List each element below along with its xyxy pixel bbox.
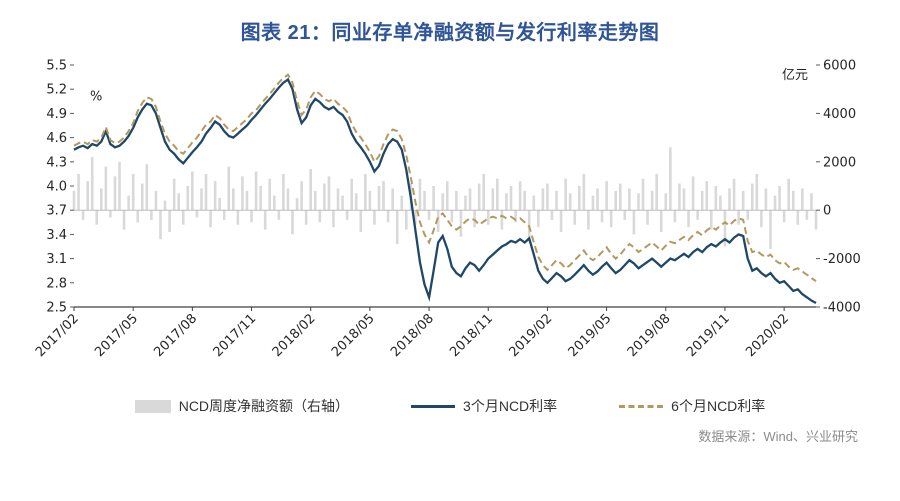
svg-text:2017/08: 2017/08 xyxy=(151,311,200,360)
svg-text:2017/02: 2017/02 xyxy=(33,311,82,360)
solid-line-swatch-icon xyxy=(411,404,456,408)
legend-item-3m-rate: 3个月NCD利率 xyxy=(411,396,557,416)
dashed-line-swatch-icon xyxy=(619,404,664,408)
y-axis-right: 6000 4000 2000 0 -2000 -4000 xyxy=(816,59,861,316)
legend-item-net-financing: NCD周度净融资额（右轴） xyxy=(134,396,350,416)
svg-text:3.7: 3.7 xyxy=(46,204,67,219)
svg-text:2018/05: 2018/05 xyxy=(329,311,378,360)
x-axis: 2017/02 2017/05 2017/08 2017/11 2018/02 2018/… xyxy=(33,306,816,360)
data-source-note: 数据来源：Wind、兴业研究 xyxy=(698,429,858,444)
svg-text:2017/11: 2017/11 xyxy=(211,311,260,360)
svg-text:4.0: 4.0 xyxy=(46,180,67,195)
svg-text:2018/11: 2018/11 xyxy=(447,311,496,360)
legend-item-6m-rate: 6个月NCD利率 xyxy=(619,396,765,416)
svg-text:2018/02: 2018/02 xyxy=(270,311,319,360)
right-axis-unit: 亿元 xyxy=(782,68,808,83)
svg-text:6000: 6000 xyxy=(823,59,856,74)
line-3m-ncd-rate xyxy=(73,77,817,305)
svg-text:3.1: 3.1 xyxy=(46,252,67,267)
chart-container: 5.5 5.2 4.9 4.6 4.3 4.0 3.7 3.4 3.1 2.8 2.5 6000 400… xyxy=(10,49,890,394)
svg-text:0: 0 xyxy=(823,204,831,219)
svg-text:2019/05: 2019/05 xyxy=(566,311,615,360)
svg-text:3.4: 3.4 xyxy=(46,228,67,243)
y-axis-left: 5.5 5.2 4.9 4.6 4.3 4.0 3.7 3.4 3.1 2.8 2.5 xyxy=(46,59,74,316)
svg-text:4.6: 4.6 xyxy=(46,131,67,146)
svg-text:5.2: 5.2 xyxy=(46,83,67,98)
bar-swatch-icon xyxy=(134,399,171,413)
legend-label-6m-rate: 6个月NCD利率 xyxy=(671,398,766,414)
svg-text:2.8: 2.8 xyxy=(46,276,67,291)
svg-text:-2000: -2000 xyxy=(823,252,861,267)
legend: NCD周度净融资额（右轴） 3个月NCD利率 6个月NCD利率 xyxy=(0,396,900,416)
svg-text:2.5: 2.5 xyxy=(46,301,67,316)
left-axis-unit: % xyxy=(90,89,102,104)
line-6m-ncd-rate xyxy=(73,73,817,283)
page-title: 图表 21：同业存单净融资额与发行利率走势图 xyxy=(240,22,660,44)
svg-text:2017/05: 2017/05 xyxy=(92,311,141,360)
svg-text:-4000: -4000 xyxy=(823,301,861,316)
svg-text:2019/02: 2019/02 xyxy=(506,311,555,360)
svg-text:2018/08: 2018/08 xyxy=(388,311,437,360)
combo-chart: 5.5 5.2 4.9 4.6 4.3 4.0 3.7 3.4 3.1 2.8 2.5 6000 400… xyxy=(33,59,861,361)
svg-text:2019/11: 2019/11 xyxy=(684,311,733,360)
svg-text:4.9: 4.9 xyxy=(46,107,67,122)
svg-text:5.5: 5.5 xyxy=(46,59,67,74)
legend-label-net-financing: NCD周度净融资额（右轴） xyxy=(178,398,350,414)
svg-text:2020/02: 2020/02 xyxy=(743,311,792,360)
bars-net-financing xyxy=(72,147,818,249)
svg-text:2000: 2000 xyxy=(823,155,856,170)
svg-text:2019/08: 2019/08 xyxy=(625,311,674,360)
svg-text:4.3: 4.3 xyxy=(46,155,67,170)
legend-label-3m-rate: 3个月NCD利率 xyxy=(463,398,558,414)
svg-text:4000: 4000 xyxy=(823,107,856,122)
